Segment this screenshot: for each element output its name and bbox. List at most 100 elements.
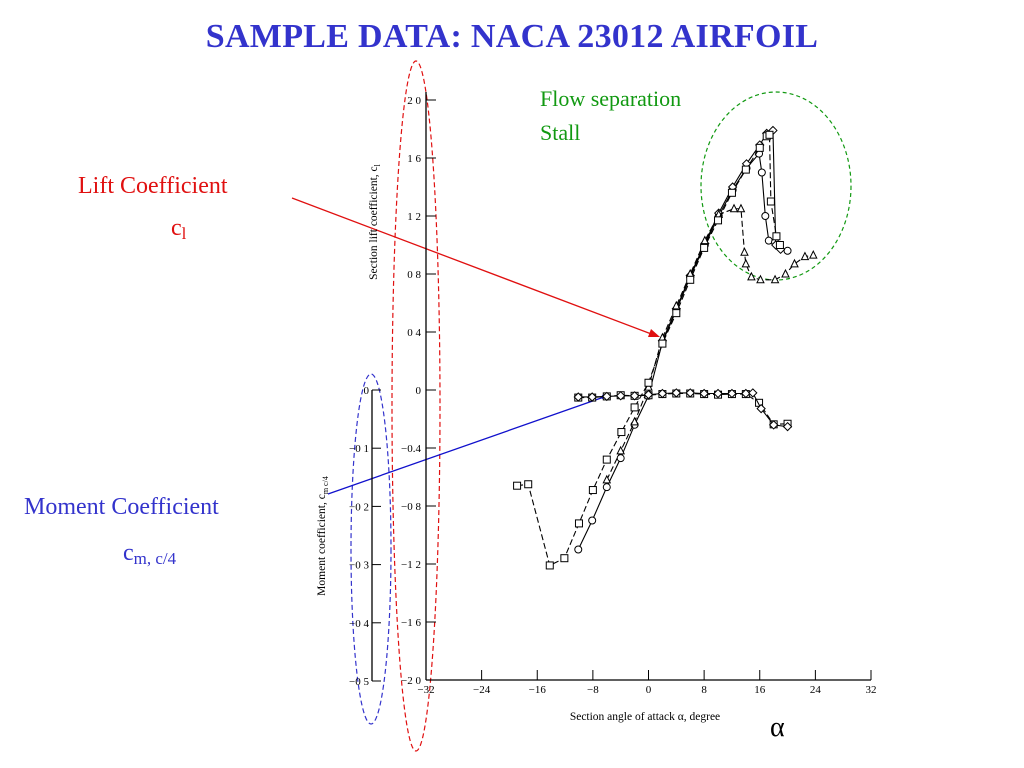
lift-circle-point [757,168,766,177]
moment-pointer-line [327,396,605,495]
x-tick-label: −8 [587,684,599,696]
x-tick-label: 24 [810,684,822,696]
data-layer [513,125,818,570]
moment-diamond-point [643,389,654,400]
stall-region-ellipse [700,91,852,281]
lift-coefficient-symbol: cl [171,215,187,243]
x-tick-label: −24 [473,684,491,696]
lift-square-point [672,309,681,318]
lift-circle-point [783,246,792,255]
moment-diamond-point [699,388,709,399]
lift-tick-label: −1 6 [401,617,421,629]
lift-tick-label: 1 2 [407,211,421,223]
lift-circle-point [588,516,597,525]
lift-square-point [727,188,736,197]
moment-tick-label: −0 4 [349,618,369,630]
stall-note: Stall [540,120,581,145]
x-tick-label: −32 [417,684,434,696]
lift-tick-label: 0 [416,385,422,397]
lift-square-point [658,339,667,348]
lift-triangle-point [700,235,710,245]
lift-square-point [630,403,639,412]
x-tick-label: 16 [754,684,766,696]
lift-y-axis-title: Section lift coefficient, cl [368,163,382,279]
moment-tick-label: 0 [364,385,370,397]
annotation-layer [291,60,852,752]
moment-coefficient-symbol: cm, c/4 [123,540,177,568]
lift-tick-label: 1 6 [407,153,421,165]
lift-triangle-point [756,274,765,284]
lift-square-point [714,216,723,225]
lift-tick-label: 0 8 [407,269,421,281]
lift-y-axis-title-sub: l [373,163,382,166]
moment-coefficient-label: Moment Coefficient [24,494,219,520]
moment-diamond-point [657,388,668,399]
moment-diamond-point [748,388,758,398]
lift-triangle-point [800,251,810,261]
moment-tick-label: −0 1 [349,443,369,455]
moment-diamond-point [727,388,737,399]
moment-diamond-point [615,391,626,401]
moment-diamond-point [587,392,597,402]
lift-axis-highlight-ellipse [391,60,441,752]
alpha-symbol: α [770,712,785,743]
lift-triangle-point [808,250,818,259]
moment-diamond-point [671,388,682,398]
lift-square-point [513,481,522,490]
slide-title: SAMPLE DATA: NACA 23012 AIRFOIL [205,18,819,55]
lift-tick-label: −0.4 [401,443,421,455]
lift-square-point [772,232,781,241]
x-tick-label: −16 [529,684,547,696]
x-axis-title: Section angle of attack α, degree [570,711,720,723]
lift-triangle-point [790,258,799,268]
lift-triangle-point [781,268,790,278]
lift-tick-label: −2 0 [401,675,421,687]
moment-diamond-point [602,391,612,402]
lift-square-point [545,561,554,570]
lift-coefficient-label: Lift Coefficient [78,173,228,199]
lift-triangle-point [736,203,746,213]
moment-tick-label: −0 5 [349,676,369,688]
lift-tick-label: −1 2 [401,559,421,571]
lift-square-point [741,165,750,174]
lift-square-point [574,519,583,528]
lift-pointer-arrow-line [291,197,655,336]
lift-square-series-line [517,133,781,567]
moment-diamond-point [713,388,723,399]
lift-square-point [588,486,597,495]
lift-triangle-point [729,203,739,213]
moment-tick-label: −0 3 [349,560,369,572]
lift-triangle-point [616,445,625,455]
lift-circle-series-line [577,152,788,550]
moment-y-axis-title: Moment coefficient, cm c/4 [316,476,330,596]
lift-triangle-point [740,247,749,256]
flow-separation-note: Flow separation [540,86,682,111]
lift-square-point [700,243,709,252]
x-tick-label: 32 [866,684,877,696]
moment-diamond-point [782,421,793,432]
axes-layer: −32 −24 −16 −8 0 8 16 24 32 2 0 1 6 1 2 0 8 0 4 0 −0.4 −… [316,92,877,723]
moment-diamond-point [741,388,751,399]
lift-triangle-point [630,416,639,426]
lift-square-point [560,554,569,563]
lift-triangle-point [672,300,681,310]
lift-square-point [765,130,774,139]
moment-diamond-point [768,420,779,430]
moment-y-axis-title-sub: m c/4 [321,476,330,494]
moment-square-series-line [578,392,788,425]
lift-square-point [755,143,764,152]
lift-circle-point [761,212,770,220]
moment-diamond-point [629,391,640,401]
x-tick-label: 8 [701,684,707,696]
moment-diamond-point [756,403,766,414]
moment-diamond-point [573,392,583,402]
lift-tick-label: −0 8 [401,501,421,513]
lift-triangle-point [770,274,780,284]
lift-square-point [602,455,611,464]
lift-pointer-arrow-head [648,329,660,337]
lift-square-point [775,241,784,249]
lift-square-point [617,428,626,437]
moment-tick-label: −0 2 [349,501,369,513]
lift-square-point [766,197,775,206]
